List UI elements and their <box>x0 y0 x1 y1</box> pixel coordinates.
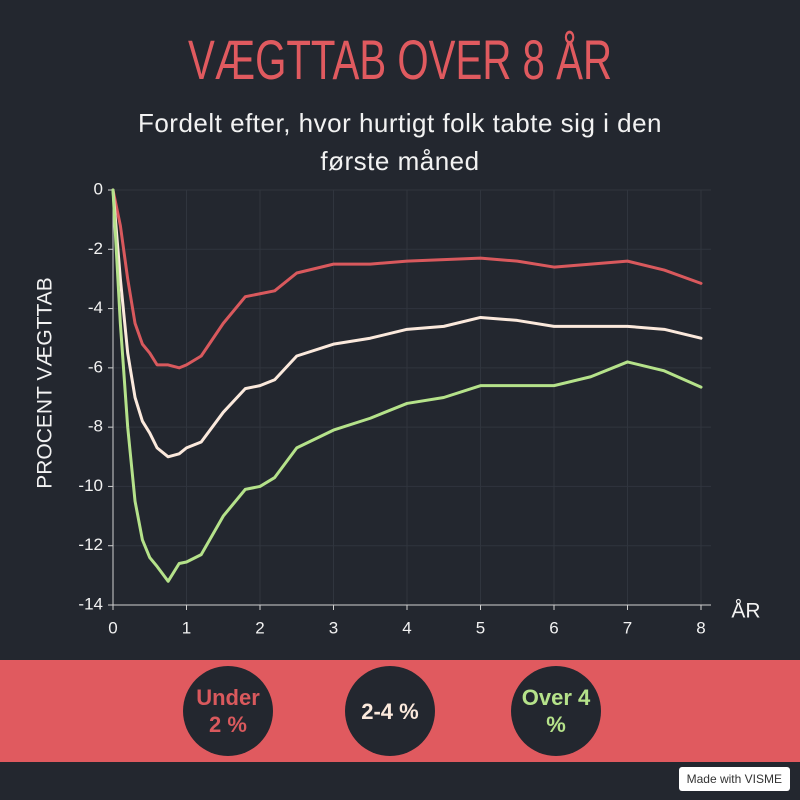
x-tick-label: 8 <box>696 618 705 637</box>
chart-subtitle: Fordelt efter, hvor hurtigt folk tabte s… <box>137 108 663 176</box>
legend-item: 2-4 % <box>345 666 435 756</box>
y-tick-label: -12 <box>78 535 103 554</box>
x-tick-label: 6 <box>549 618 558 637</box>
y-tick-label: -4 <box>88 298 103 317</box>
y-tick-label: 0 <box>94 179 103 198</box>
badge: Made with VISME <box>678 767 790 791</box>
x-tick-label: 1 <box>182 618 191 637</box>
legend: Under 2 % 2-4 % Over 4 % <box>0 660 800 762</box>
series-line <box>111 188 703 459</box>
y-tick-label: -10 <box>78 476 103 495</box>
x-axis-label: ÅR <box>731 600 760 623</box>
x-tick-label: 0 <box>108 618 117 637</box>
legend-item: Under 2 % <box>183 666 273 756</box>
x-tick-label: 3 <box>329 618 338 637</box>
chart-title: VÆGTTAB OVER 8 ÅR <box>188 28 612 91</box>
legend-item: Over 4 % <box>511 666 601 756</box>
y-tick-label: -14 <box>78 594 103 613</box>
y-axis-label: PROCENT VÆGTTAB <box>34 277 57 489</box>
series-line <box>111 188 703 583</box>
x-tick-label: 4 <box>402 618 411 637</box>
x-tick-label: 5 <box>476 618 485 637</box>
x-tick-label: 2 <box>255 618 264 637</box>
x-tick-label: 7 <box>623 618 632 637</box>
y-tick-label: -2 <box>88 239 103 258</box>
y-tick-label: -6 <box>88 357 103 376</box>
series-line <box>111 188 703 370</box>
y-tick-label: -8 <box>88 417 103 436</box>
chart: VÆGTTAB OVER 8 ÅR PROCENT VÆGTTAB ÅR 0 -2… <box>34 28 761 638</box>
